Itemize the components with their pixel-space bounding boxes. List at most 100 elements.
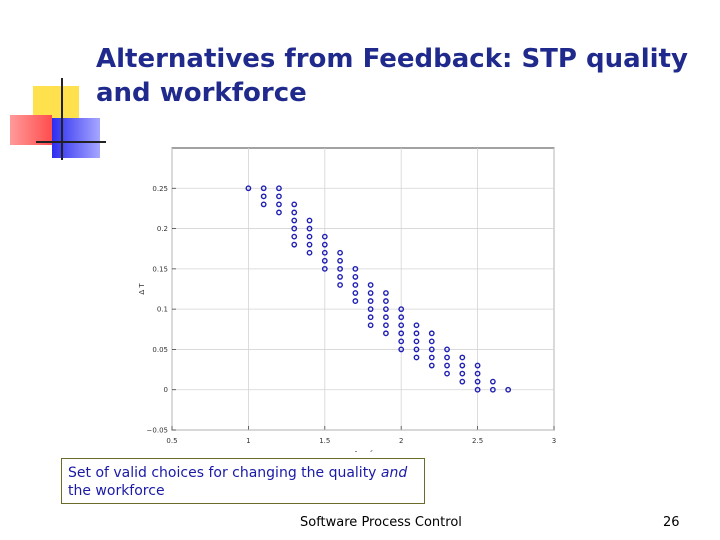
data-point: [306, 241, 313, 248]
data-point: [306, 233, 313, 240]
caption-text-1: Set of valid choices for changing the qu…: [68, 465, 381, 481]
footer-text: Software Process Control: [300, 515, 462, 530]
caption-italic: and: [380, 465, 408, 481]
data-point: [444, 370, 450, 377]
x-tick-label: 1: [246, 437, 250, 445]
data-point: [383, 322, 389, 329]
figure-caption: Set of valid choices for changing the qu…: [61, 458, 425, 504]
y-tick-label: 0.05: [152, 346, 168, 354]
data-point: [459, 354, 466, 361]
data-point: [306, 225, 313, 232]
data-point: [383, 298, 389, 304]
data-point: [321, 249, 328, 256]
data-point: [474, 386, 481, 393]
data-point: [321, 265, 328, 272]
data-point: [398, 306, 405, 313]
data-point: [321, 233, 328, 240]
data-point: [337, 257, 343, 264]
data-point: [367, 290, 374, 296]
data-point: [489, 386, 496, 393]
data-point: [398, 346, 405, 353]
x-axis-label: Δ w_f: [354, 450, 373, 452]
y-tick-label: 0.25: [152, 185, 168, 193]
data-point: [413, 346, 420, 353]
data-point: [306, 217, 313, 224]
data-point: [291, 201, 298, 208]
data-point: [291, 233, 298, 240]
x-tick-label: 2: [399, 437, 403, 445]
data-point: [367, 314, 374, 321]
deco-red-square: [10, 115, 52, 145]
data-point: [428, 330, 435, 337]
page-number: 26: [663, 515, 680, 530]
data-point: [383, 306, 389, 313]
y-tick-label: 0.2: [157, 225, 168, 233]
deco-horizontal-line: [36, 141, 106, 143]
data-point: [383, 290, 389, 296]
data-point: [474, 378, 481, 385]
data-point: [291, 209, 298, 216]
data-point: [444, 362, 450, 369]
data-point: [352, 290, 359, 296]
data-point: [398, 322, 405, 329]
data-point: [459, 378, 466, 385]
plot-area: [171, 147, 555, 431]
data-point: [276, 209, 282, 216]
x-tick-label: 2.5: [472, 437, 483, 445]
y-tick-label: 0: [164, 386, 168, 394]
scatter-chart: 0.5 1 1.5 2 2.5 3 −0.05 0 0.05 0.1 0.15 0.2 0.25 Δ w_…: [138, 147, 556, 452]
data-point: [321, 241, 328, 248]
data-point: [306, 249, 313, 256]
x-tick-label: 3: [552, 437, 556, 445]
data-point: [260, 201, 267, 208]
data-point: [352, 298, 359, 304]
y-axis-label: Δ T: [138, 283, 146, 295]
data-point: [352, 282, 359, 288]
data-point: [337, 249, 343, 256]
data-point: [367, 282, 374, 288]
data-point: [459, 370, 466, 377]
data-point: [505, 386, 512, 393]
data-point: [337, 274, 343, 280]
deco-blue-square: [52, 118, 100, 158]
data-point: [413, 338, 420, 345]
data-point: [398, 314, 405, 321]
data-point: [245, 185, 252, 192]
data-point: [383, 330, 389, 337]
data-point: [367, 298, 374, 304]
data-point: [321, 257, 328, 264]
data-point: [428, 362, 435, 369]
x-tick-label: 1.5: [319, 437, 330, 445]
data-point: [413, 330, 420, 337]
data-point: [428, 354, 435, 361]
x-tick-label: 0.5: [166, 437, 177, 445]
caption-text-2: the workforce: [68, 483, 165, 499]
data-point: [413, 354, 420, 361]
data-point: [444, 346, 450, 353]
slide-title: Alternatives from Feedback: STP quality …: [96, 42, 696, 110]
data-point: [367, 306, 374, 313]
data-point: [428, 346, 435, 353]
data-point: [337, 265, 343, 272]
data-point: [337, 282, 343, 288]
data-point: [276, 201, 282, 208]
title-line-2: and workforce: [96, 78, 307, 108]
data-point: [291, 241, 298, 248]
data-point: [352, 265, 359, 272]
data-point: [444, 354, 450, 361]
data-point: [260, 193, 267, 200]
data-point: [276, 193, 282, 200]
data-point: [474, 370, 481, 377]
y-tick-label: 0.1: [157, 306, 168, 314]
data-point: [398, 330, 405, 337]
data-point: [260, 185, 267, 192]
data-point: [367, 322, 374, 329]
data-point: [291, 225, 298, 232]
y-tick-label: −0.05: [147, 427, 168, 435]
title-line-1: Alternatives from Feedback: STP quality: [96, 44, 688, 74]
data-point: [413, 322, 420, 329]
data-point: [459, 362, 466, 369]
data-point: [352, 274, 359, 280]
data-point: [474, 362, 481, 369]
data-point: [291, 217, 298, 224]
